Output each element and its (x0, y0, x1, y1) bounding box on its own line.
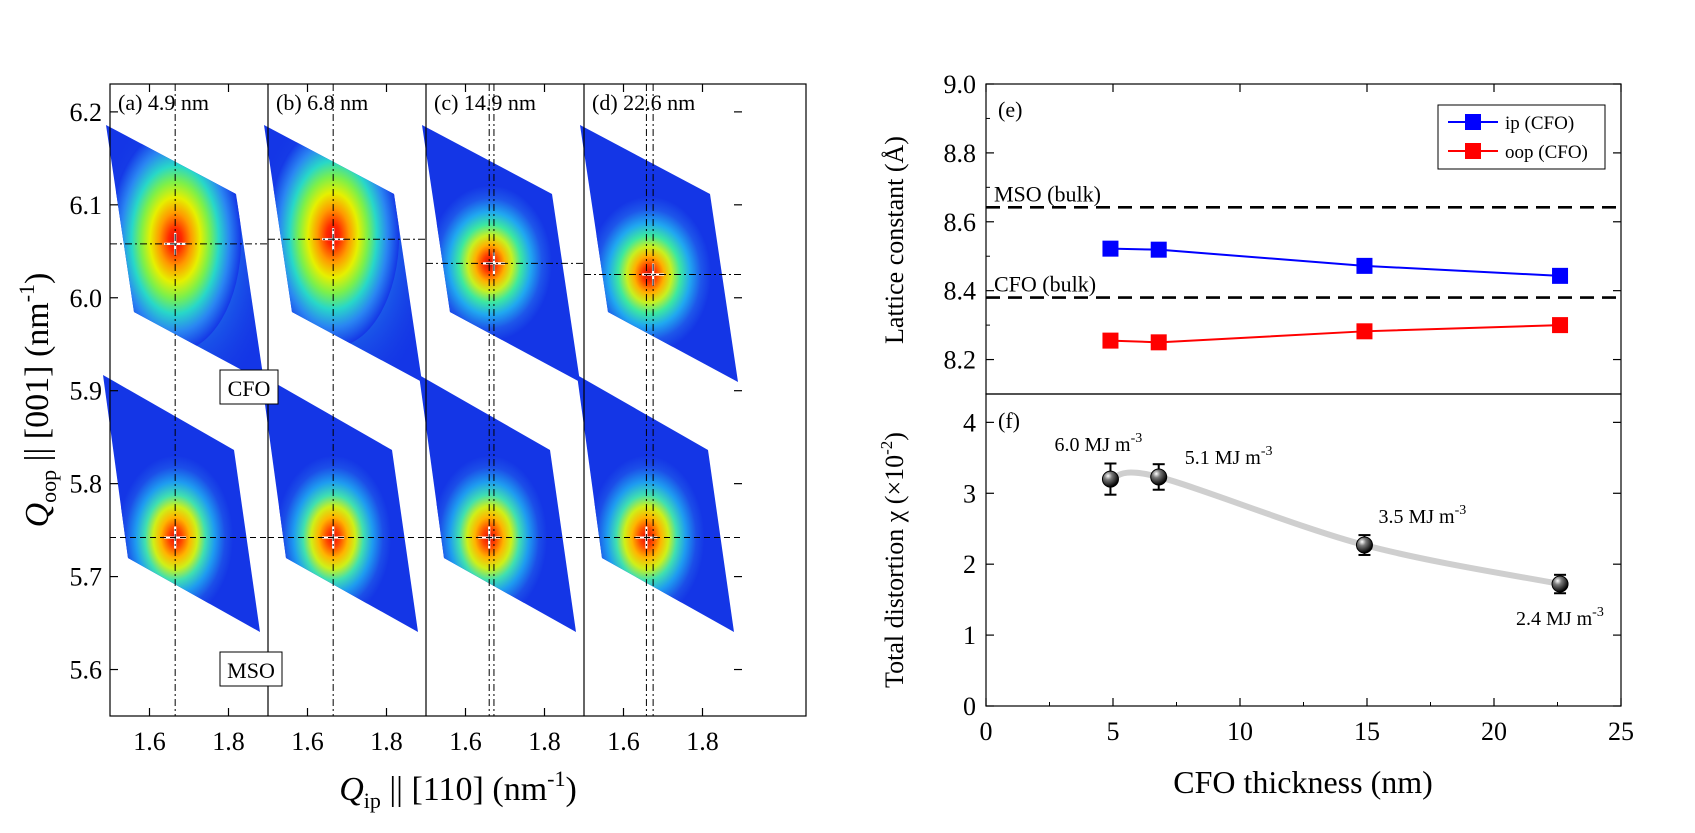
rsm-y-tick-label: 6.2 (70, 98, 103, 127)
rsm-panel-label-3: (c) 14.9 nm (434, 90, 536, 115)
thickness-x-tick-label: 20 (1481, 717, 1507, 746)
energy-annotation-4: 2.4 MJ m-3 (1516, 605, 1604, 630)
rsm-panel-label-4: (d) 22.6 nm (592, 90, 695, 115)
distortion-trend-line (1107, 469, 1564, 588)
distortion-point-4 (1551, 573, 1569, 595)
film-map-4 (580, 125, 738, 382)
rsm-x-tick-label: 1.6 (291, 727, 324, 756)
thickness-x-axis-label: CFO thickness (nm) (1173, 764, 1433, 800)
lattice-y-tick-label: 8.6 (944, 208, 977, 237)
rsm-x-tick-label: 1.8 (212, 727, 245, 756)
rsm-panel-4: (d) 22.6 nm (577, 84, 742, 716)
rsm-y-tick-label: 5.9 (70, 377, 103, 406)
distortion-point-1 (1101, 462, 1119, 496)
distortion-y-axis-label: Total distortion χ (×10-2) (877, 432, 909, 688)
distortion-point-2 (1150, 463, 1168, 491)
rsm-panel-3: (c) 14.9 nm (419, 84, 584, 716)
rsm-x-axis-label: Qip || [110] (nm-1) (339, 766, 577, 813)
energy-annotation-1: 6.0 MJ m-3 (1054, 431, 1142, 456)
rsm-x-tick-label: 1.6 (607, 727, 640, 756)
distortion-y-tick-label: 0 (963, 692, 976, 721)
energy-annotation-2: 5.1 MJ m-3 (1185, 444, 1273, 469)
legend-oop-marker (1465, 143, 1481, 159)
rsm-y-axis-label: Qoop || [001] (nm-1) (14, 273, 61, 528)
lattice-point-1-1 (1102, 240, 1119, 257)
lattice-y-tick-label: 8.4 (944, 277, 977, 306)
legend-ip-marker (1465, 114, 1481, 130)
rsm-x-tick-label: 1.6 (449, 727, 482, 756)
reference-line-label-1: MSO (bulk) (994, 181, 1101, 206)
thickness-x-tick-label: 5 (1107, 717, 1120, 746)
rsm-x-tick-label: 1.8 (370, 727, 403, 756)
reference-line-label-2: CFO (bulk) (994, 272, 1096, 297)
rsm-x-tick-label: 1.6 (133, 727, 166, 756)
film-label-box: CFO (219, 369, 279, 405)
lattice-y-tick-label: 9.0 (944, 70, 977, 99)
lattice-point-1-4 (1552, 267, 1569, 284)
rsm-panel-label-2: (b) 6.8 nm (276, 90, 368, 115)
rsm-y-tick-label: 5.7 (70, 563, 103, 592)
lattice-y-tick-label: 8.2 (944, 346, 977, 375)
distortion-panel-label: (f) (998, 408, 1020, 433)
rsm-plot-frame (109, 83, 807, 717)
thickness-x-tick-label: 25 (1608, 717, 1634, 746)
distortion-y-tick-label: 4 (963, 408, 976, 437)
distortion-y-tick-label: 2 (963, 550, 976, 579)
lattice-legend: ip (CFO) oop (CFO) (1437, 104, 1606, 170)
legend-ip-label: ip (CFO) (1505, 113, 1574, 134)
thickness-x-tick-label: 10 (1227, 717, 1253, 746)
rsm-y-tick-label: 6.1 (70, 191, 103, 220)
substrate-map-3 (419, 375, 576, 632)
lattice-series-line-1 (1110, 247, 1561, 277)
rsm-y-tick-label: 5.8 (70, 470, 103, 499)
substrate-label-box: MSO (219, 651, 283, 687)
lattice-point-2-2 (1150, 334, 1167, 351)
lattice-point-2-3 (1356, 323, 1373, 340)
rsm-x-tick-label: 1.8 (686, 727, 719, 756)
distortion-plot: (f) Total distortion χ (×10-2) CFO thick… (877, 84, 1634, 800)
film-map-3 (422, 125, 580, 382)
rsm-y-tick-label: 6.0 (70, 284, 103, 313)
thickness-x-tick-label: 0 (980, 717, 993, 746)
thickness-x-tick-label: 15 (1354, 717, 1380, 746)
rsm-x-tick-label: 1.8 (528, 727, 561, 756)
film-label: CFO (228, 376, 271, 401)
lattice-point-1-3 (1356, 257, 1373, 274)
distortion-y-tick-label: 3 (963, 479, 976, 508)
lattice-series-line-2 (1110, 324, 1561, 344)
substrate-map-4 (577, 375, 734, 632)
substrate-label: MSO (227, 658, 275, 683)
lattice-panel-label: (e) (998, 97, 1022, 122)
lattice-point-1-2 (1150, 241, 1167, 258)
rsm-maps-layer: (a) 4.9 nm (b) 6.8 nm (c) 14.9 nm (d) 22.6 … (103, 84, 742, 716)
rsm-panel-label-1: (a) 4.9 nm (118, 90, 209, 115)
lattice-point-2-1 (1102, 332, 1119, 349)
rsm-y-tick-label: 5.6 (70, 656, 103, 685)
legend-oop-label: oop (CFO) (1505, 142, 1588, 163)
lattice-y-tick-label: 8.8 (944, 139, 977, 168)
lattice-y-axis-label: Lattice constant (Å) (880, 136, 909, 344)
rsm-axis-ticks: 5.6 5.7 5.8 5.9 6.0 6.1 6.2 1.6 1.8 1.6 1.8 1.6 1.8 1… (70, 84, 742, 756)
distortion-point-3 (1355, 534, 1373, 556)
lattice-plot: (e) Lattice constant (Å) ip (CFO) oop (C… (880, 70, 1622, 395)
lattice-point-2-4 (1552, 317, 1569, 334)
energy-annotation-3: 3.5 MJ m-3 (1378, 503, 1466, 528)
distortion-y-tick-label: 1 (963, 621, 976, 650)
